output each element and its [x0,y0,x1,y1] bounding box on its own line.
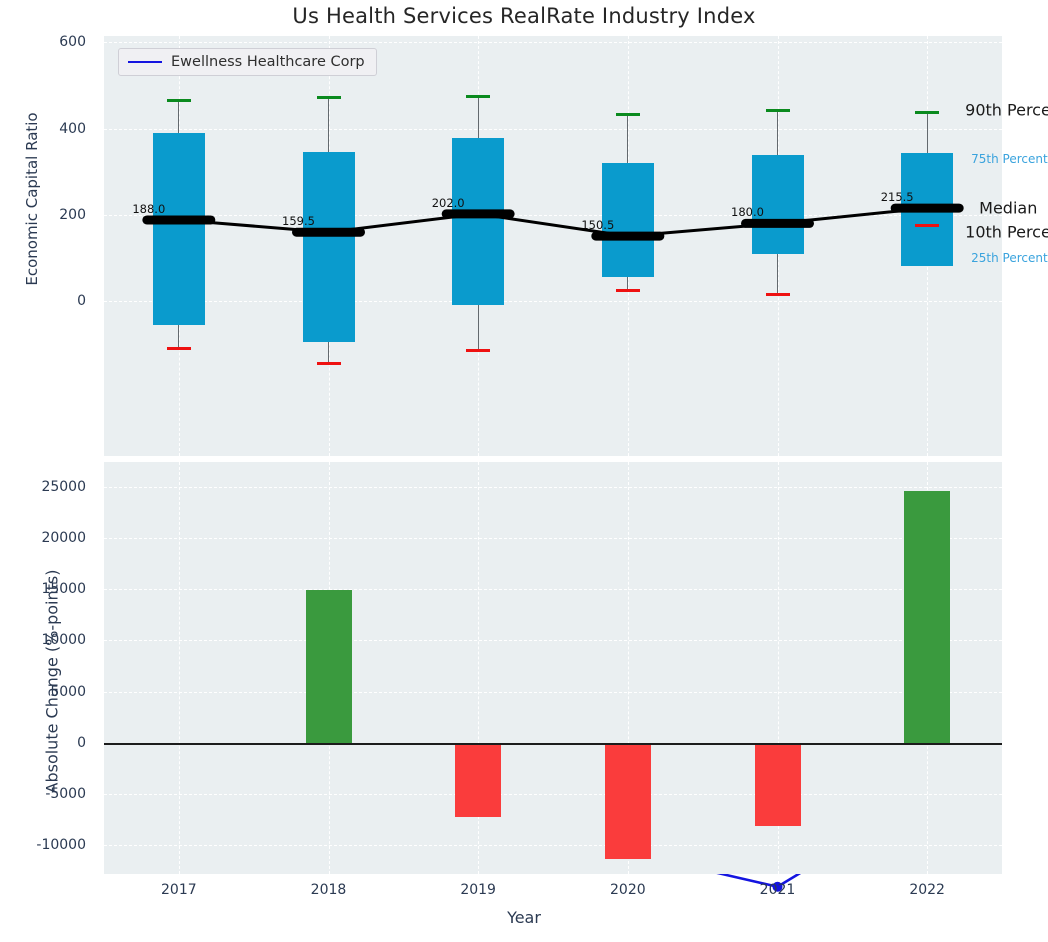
median-value-label: 202.0 [431,195,465,210]
x-tick: 2017 [161,882,197,898]
y-ticks-top: 600 400 200 0 [0,34,96,456]
y-tick-bottom: -5000 [45,786,86,803]
cap-10th-percentile [316,361,341,365]
y-tick-bottom: 10000 [41,632,86,649]
median-value-label: 159.5 [282,214,315,229]
annotation-90th-percentile: 90th Percentile [965,100,1048,120]
x-tick: 2020 [610,882,646,898]
annotation-75th-percentile: 75th Percentile [971,152,1048,167]
y-tick-bottom: 15000 [41,581,86,598]
box-interquartile [751,155,804,254]
median-value-label: 150.5 [581,218,615,233]
box-interquartile [302,152,355,342]
y-ticks-bottom: 25000 20000 15000 10000 5000 0 -5000 -10000 [0,462,96,874]
cap-90th-percentile [166,99,191,103]
x-tick: 2021 [759,882,796,898]
box-interquartile [452,138,505,306]
y-tick-bottom: 20000 [41,529,86,546]
zero-line [104,742,1002,745]
annotation-median: Median [979,198,1038,218]
company-line-marker [772,881,783,892]
cap-10th-percentile [466,348,491,352]
gridline-h-bottom [104,691,1002,693]
chart-title: Us Health Services RealRate Industry Ind… [292,4,756,28]
x-tick: 2019 [460,882,496,898]
median-value-label: 180.0 [731,205,764,220]
gridline-h-bottom [104,640,1002,642]
change-bar [455,742,502,817]
cap-10th-percentile [765,292,790,296]
y-tick-bottom: -10000 [36,837,86,854]
change-bar [754,742,801,827]
gridline-h-bottom [104,589,1002,591]
gridline-h-bottom [104,845,1002,847]
y-tick-bottom: 5000 [50,683,86,700]
gridline-v-bottom [178,462,180,874]
percentile-plot-area: 188.0 159.5 202.0 150.5 180.0 215.5 Ewellness… [104,36,1002,892]
box-interquartile [152,132,205,325]
cap-10th-percentile [166,346,191,350]
legend[interactable]: Ewellness Healthcare Corp [118,48,377,76]
gridline-h-bottom [104,486,1002,488]
x-tick: 2018 [310,882,347,898]
company-series-line [173,776,933,892]
change-bar [305,590,352,743]
cap-90th-percentile [316,96,341,100]
y-tick-bottom: 25000 [41,478,86,495]
x-axis-label: Year [507,908,541,927]
cap-90th-percentile [466,94,491,98]
gridline-v-bottom [478,462,480,874]
x-tick: 2022 [909,882,945,898]
cap-90th-percentile [615,113,640,117]
annotation-10th-percentile: 10th Percentile [965,222,1048,242]
cap-10th-percentile [915,224,940,228]
y-tick-top: 0 [77,292,86,309]
gridline-h-top [104,214,1002,216]
gridline-h-top [104,300,1002,302]
y-tick-top: 200 [59,206,86,223]
y-tick-bottom: 0 [77,734,86,751]
change-plot-area [104,462,1002,874]
change-bar [904,491,951,743]
cap-90th-percentile [915,110,940,114]
cap-10th-percentile [615,288,640,292]
y-tick-top: 400 [59,120,86,137]
median-value-label: 215.5 [880,190,914,205]
legend-label: Ewellness Healthcare Corp [171,54,365,70]
gridline-v-bottom [627,462,629,874]
cap-90th-percentile [765,108,790,112]
gridline-h-top [104,128,1002,130]
box-interquartile [601,163,654,278]
median-value-label: 188.0 [132,201,166,216]
legend-swatch-line [128,61,162,63]
annotation-25th-percentile: 25th Percentile [971,251,1048,266]
gridline-v-bottom [777,462,779,874]
gridline-h-bottom [104,537,1002,539]
change-bar [604,742,651,859]
gridline-h-top [104,42,1002,44]
y-tick-top: 600 [59,34,86,51]
gridline-h-bottom [104,794,1002,796]
median-line [142,203,964,241]
